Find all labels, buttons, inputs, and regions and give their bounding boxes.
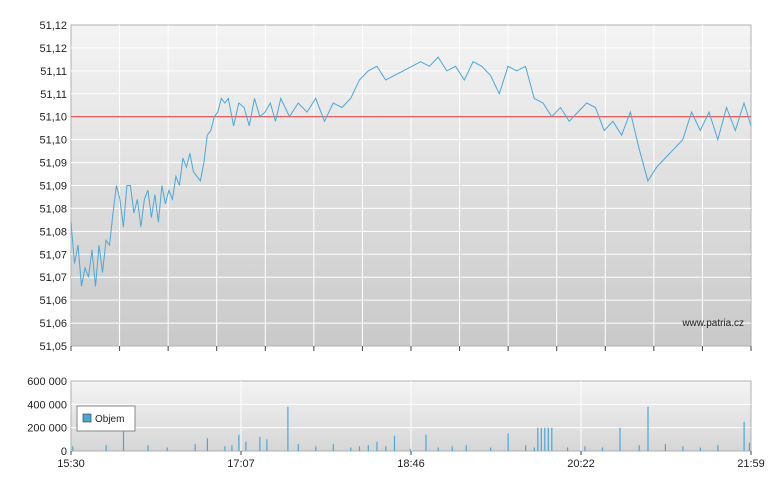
volume-bar — [551, 427, 553, 451]
volume-bar — [224, 446, 226, 451]
time-x-tick-label: 20:22 — [567, 458, 595, 470]
volume-bar — [315, 446, 317, 451]
price-y-tick-label: 51,06 — [39, 318, 67, 330]
volume-bar — [540, 427, 542, 451]
price-y-tick-label: 51,11 — [40, 66, 67, 78]
volume-bar — [647, 406, 649, 451]
volume-y-tick-label: 200 000 — [27, 423, 67, 435]
legend-label: Objem — [95, 414, 124, 425]
volume-bar — [72, 446, 74, 451]
volume-bar — [409, 448, 411, 451]
time-x-tick-label: 21:59 — [737, 458, 765, 470]
price-y-tick-label: 51,07 — [39, 272, 67, 284]
time-x-tick-label: 18:46 — [397, 458, 425, 470]
volume-bar — [358, 446, 361, 451]
time-x-axis: 15:30 17:07 18:46 20:22 21:59 — [57, 451, 765, 470]
price-series-line — [70, 56, 752, 287]
volume-bar — [699, 447, 701, 451]
volume-bar — [748, 442, 750, 451]
volume-y-tick-label: 0 — [61, 446, 67, 458]
volume-y-axis: 0 200 000 400 000 600 000 — [27, 376, 67, 458]
volume-gridlines — [71, 381, 751, 451]
price-x-tickmarks — [70, 346, 752, 351]
volume-bar — [367, 445, 369, 451]
volume-bar — [743, 421, 745, 451]
price-y-tick-label: 51,05 — [39, 341, 67, 353]
volume-bar — [376, 441, 378, 451]
watermark: www.patria.cz — [681, 318, 744, 329]
volume-bar — [544, 427, 546, 451]
volume-legend: Objem — [76, 405, 136, 432]
volume-bar — [537, 427, 539, 451]
volume-bar — [259, 437, 261, 451]
price-y-axis: 51,05 51,06 51,06 51,07 51,07 51,08 51,08 51,09… — [39, 20, 67, 353]
volume-bar — [682, 446, 684, 451]
price-y-tick-label: 51,12 — [39, 20, 67, 32]
price-y-tick-label: 51,08 — [39, 203, 67, 215]
legend-swatch — [82, 413, 92, 423]
price-y-tick-label: 51,11 — [40, 89, 67, 101]
price-y-tick-label: 51,10 — [39, 135, 67, 147]
volume-bar — [547, 427, 549, 451]
volume-bar — [105, 445, 107, 451]
volume-chart-panel: 0 200 000 400 000 600 000 15:30 17:07 18:46 20… — [27, 376, 765, 470]
volume-bar — [238, 434, 240, 451]
volume-bar — [287, 406, 289, 451]
volume-bar — [297, 444, 299, 451]
volume-bar — [465, 445, 467, 451]
volume-bar — [206, 438, 208, 451]
price-y-tick-label: 51,07 — [39, 249, 67, 261]
volume-bar — [245, 441, 247, 451]
volume-bar — [601, 447, 604, 451]
volume-bar — [619, 427, 621, 451]
volume-bar — [533, 447, 535, 451]
volume-bar — [584, 446, 586, 451]
volume-bar — [525, 445, 527, 451]
price-y-tick-label: 51,09 — [39, 158, 67, 170]
time-x-tick-label: 17:07 — [227, 458, 255, 470]
price-y-tick-label: 51,08 — [39, 226, 67, 238]
volume-bar — [332, 444, 334, 451]
volume-bar — [393, 435, 396, 451]
volume-bar — [664, 444, 666, 451]
price-y-tick-label: 51,09 — [39, 181, 67, 193]
volume-bar — [490, 447, 492, 451]
volume-bar — [425, 434, 427, 451]
volume-bar — [567, 447, 569, 451]
price-y-tick-label: 51,12 — [39, 43, 67, 55]
volume-bar — [385, 446, 387, 451]
time-x-tick-label: 15:30 — [57, 458, 85, 470]
volume-bar — [194, 444, 196, 451]
volume-y-tick-label: 400 000 — [27, 399, 67, 411]
price-y-tick-label: 51,06 — [39, 295, 67, 307]
volume-bar — [717, 445, 719, 451]
volume-bar — [166, 447, 168, 451]
price-chart-panel: 51,05 51,06 51,06 51,07 51,07 51,08 51,08 51,09… — [39, 20, 752, 353]
volume-bar — [451, 446, 453, 451]
volume-bar — [266, 439, 268, 451]
volume-bar — [638, 445, 640, 451]
volume-bar — [147, 445, 149, 451]
volume-y-tick-label: 600 000 — [27, 376, 67, 388]
volume-bar — [350, 447, 352, 451]
volume-bar — [507, 433, 509, 451]
price-y-tick-label: 51,10 — [39, 112, 67, 124]
volume-bar — [231, 445, 233, 451]
volume-bar — [437, 447, 439, 451]
